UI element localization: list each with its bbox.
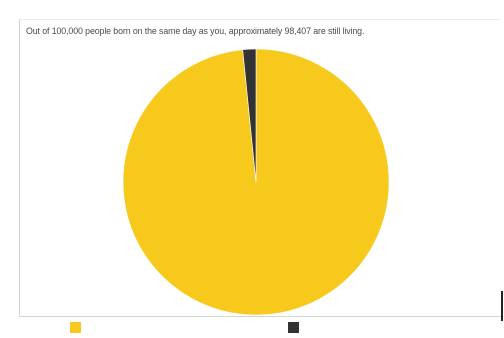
chart-frame — [19, 19, 501, 317]
chart-title: Out of 100,000 people born on the same d… — [26, 26, 365, 36]
legend-swatch-living — [70, 321, 81, 333]
legend-swatch-deceased — [288, 321, 299, 333]
pie-slice-deceased — [242, 48, 257, 183]
edge-marker — [501, 291, 503, 321]
legend-item-deceased — [288, 319, 307, 335]
legend-item-living — [70, 319, 89, 335]
